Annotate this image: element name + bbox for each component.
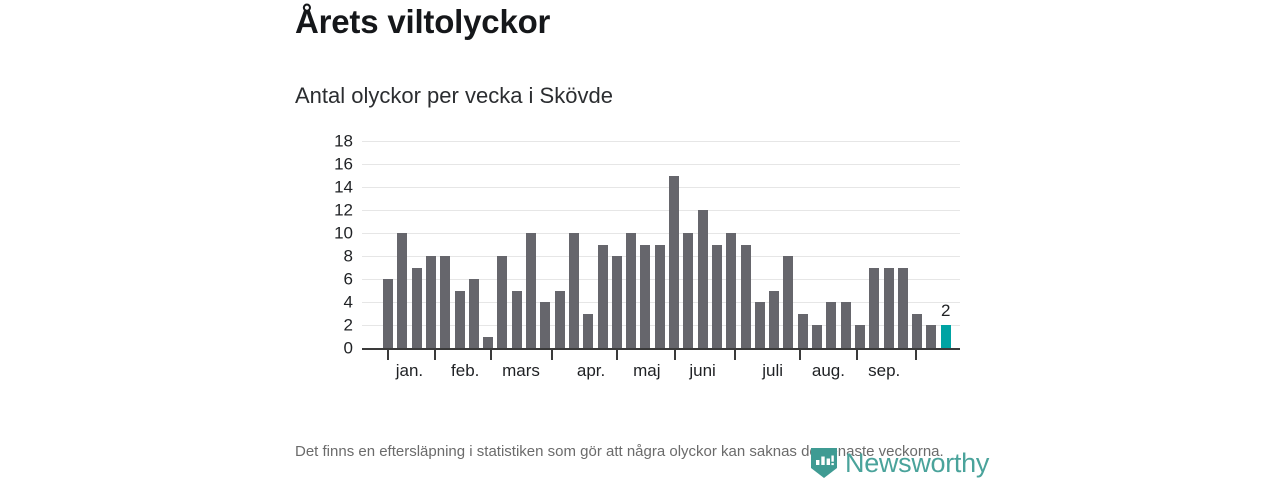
y-axis-tick-label: 2 [343, 315, 353, 335]
y-axis-tick-label: 8 [343, 246, 353, 266]
plot-area: 0 2 4 6 8 10 12 14 16 18 2 jan. feb. mars apr. maj jun… [334, 133, 960, 379]
x-axis-tick-label: apr. [576, 361, 606, 380]
bar[interactable] [425, 256, 436, 348]
x-axis-line [362, 348, 960, 350]
x-axis-tick [674, 350, 677, 360]
gridline [362, 141, 960, 142]
y-axis-tick-label: 14 [334, 177, 353, 197]
x-axis-tick [434, 350, 437, 360]
x-axis-tick [489, 350, 492, 360]
bar[interactable] [583, 313, 594, 348]
bar[interactable] [769, 290, 780, 348]
bar[interactable] [883, 267, 894, 348]
gridline [362, 187, 960, 188]
y-axis-tick-label: 12 [334, 200, 353, 220]
gridline [362, 210, 960, 211]
bar[interactable] [526, 233, 536, 348]
chart-subtitle: Antal olyckor per vecka i Skövde [295, 83, 613, 108]
newsworthy-pin-barchart-icon [811, 448, 837, 478]
bar[interactable] [669, 175, 679, 348]
bar[interactable] [640, 244, 651, 348]
bar[interactable] [812, 325, 822, 348]
bar[interactable] [497, 256, 508, 348]
x-axis-tick-label: juli [762, 361, 784, 380]
bar[interactable] [626, 233, 637, 348]
x-axis-tick [551, 350, 554, 360]
bar[interactable] [826, 302, 837, 348]
bar[interactable] [483, 336, 494, 348]
gridline [362, 233, 960, 234]
x-axis-tick [387, 350, 389, 360]
bar[interactable] [854, 325, 865, 348]
page-title: Årets viltolyckor [295, 3, 551, 40]
bar[interactable] [511, 290, 522, 348]
chart-footnote: Det finns en eftersläpning i statistiken… [295, 443, 944, 460]
bar-chart: 0 2 4 6 8 10 12 14 16 18 2 jan. feb. mars apr. maj jun… [295, 128, 985, 398]
x-axis-tick [914, 350, 917, 360]
bar[interactable] [540, 302, 551, 348]
y-axis-tick-label: 10 [334, 223, 353, 243]
bar[interactable] [683, 233, 694, 348]
bar[interactable] [440, 256, 451, 348]
bar[interactable] [783, 256, 794, 348]
bar[interactable] [926, 325, 937, 348]
x-axis-tick [615, 350, 618, 360]
bar[interactable] [454, 290, 465, 348]
bar[interactable] [397, 233, 408, 348]
x-axis-tick [734, 350, 737, 360]
x-axis-tick-label: mars [502, 361, 540, 380]
bar[interactable] [797, 313, 808, 348]
bar[interactable] [711, 244, 722, 348]
logo-wordmark: Newsworthy [845, 447, 990, 478]
x-axis-tick-label: aug. [811, 361, 845, 380]
bar[interactable] [726, 233, 737, 348]
newsworthy-logo: Newsworthy [810, 446, 989, 480]
bar[interactable] [597, 244, 608, 348]
x-axis-ticks: jan. feb. mars apr. maj juni juli aug. sep. [362, 348, 960, 379]
bar[interactable] [897, 267, 908, 348]
x-axis-tick [856, 350, 859, 360]
bar-value-label: 2 [940, 301, 951, 320]
bar[interactable] [654, 244, 665, 348]
bar[interactable] [697, 210, 708, 348]
bar[interactable] [383, 279, 393, 348]
x-axis-tick-label: juni [689, 361, 716, 380]
gridline [362, 164, 960, 165]
bar[interactable] [940, 325, 951, 348]
bar[interactable] [869, 267, 880, 348]
x-axis-tick-label: jan. [395, 361, 424, 380]
x-axis-tick [798, 350, 801, 360]
y-axis-tick-label: 0 [343, 338, 353, 358]
bar[interactable] [912, 313, 923, 348]
bar[interactable] [468, 279, 479, 348]
x-axis-tick-label: maj [633, 361, 661, 380]
y-axis-tick-label: 18 [334, 131, 353, 151]
bar[interactable] [840, 302, 851, 348]
bar[interactable] [568, 233, 579, 348]
x-axis-tick-label: feb. [451, 361, 480, 380]
bar-series: 2 [362, 141, 960, 348]
bar[interactable] [554, 290, 565, 348]
bar[interactable] [754, 302, 765, 348]
bar[interactable] [611, 256, 622, 348]
bar[interactable] [411, 267, 422, 348]
bar[interactable] [740, 244, 751, 348]
y-axis-tick-label: 16 [334, 154, 353, 174]
y-axis-tick-label: 4 [343, 292, 353, 312]
x-axis-tick-label: sep. [868, 361, 901, 380]
y-axis-tick-label: 6 [343, 269, 353, 289]
